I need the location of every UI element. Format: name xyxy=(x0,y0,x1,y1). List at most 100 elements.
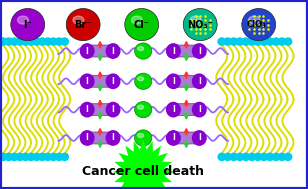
Text: Cancer cell death: Cancer cell death xyxy=(82,166,204,178)
Ellipse shape xyxy=(66,9,100,41)
Ellipse shape xyxy=(135,73,152,89)
Ellipse shape xyxy=(167,131,180,145)
Ellipse shape xyxy=(27,153,35,160)
Ellipse shape xyxy=(272,153,280,160)
Text: I: I xyxy=(86,46,89,56)
Ellipse shape xyxy=(80,44,94,58)
FancyBboxPatch shape xyxy=(170,104,203,116)
Text: I: I xyxy=(172,105,175,114)
Ellipse shape xyxy=(284,38,292,45)
Text: NO₃⁻: NO₃⁻ xyxy=(187,20,213,29)
Ellipse shape xyxy=(138,133,144,138)
Text: I: I xyxy=(111,77,115,86)
Ellipse shape xyxy=(242,9,276,41)
Text: Cl⁻: Cl⁻ xyxy=(134,20,150,29)
Text: I: I xyxy=(111,133,115,143)
Ellipse shape xyxy=(138,105,144,109)
Ellipse shape xyxy=(125,9,159,41)
Ellipse shape xyxy=(132,16,142,24)
Ellipse shape xyxy=(44,38,51,45)
Ellipse shape xyxy=(22,153,29,160)
Ellipse shape xyxy=(38,38,46,45)
Ellipse shape xyxy=(224,153,232,160)
Text: I: I xyxy=(86,77,89,86)
Ellipse shape xyxy=(5,153,12,160)
Ellipse shape xyxy=(44,153,51,160)
Ellipse shape xyxy=(266,153,274,160)
FancyBboxPatch shape xyxy=(83,45,117,57)
FancyBboxPatch shape xyxy=(83,104,117,116)
Ellipse shape xyxy=(61,153,68,160)
Text: I⁻: I⁻ xyxy=(23,20,32,29)
Ellipse shape xyxy=(55,38,63,45)
Ellipse shape xyxy=(260,38,268,45)
Ellipse shape xyxy=(224,38,232,45)
Ellipse shape xyxy=(192,131,206,145)
Ellipse shape xyxy=(218,153,225,160)
Text: Br⁻: Br⁻ xyxy=(75,20,92,29)
Ellipse shape xyxy=(278,38,286,45)
Text: I: I xyxy=(198,77,201,86)
Ellipse shape xyxy=(284,153,292,160)
Text: I: I xyxy=(198,133,201,143)
Ellipse shape xyxy=(33,38,40,45)
Ellipse shape xyxy=(11,9,45,41)
Text: I: I xyxy=(86,105,89,114)
Ellipse shape xyxy=(254,153,261,160)
Ellipse shape xyxy=(16,153,24,160)
Ellipse shape xyxy=(278,153,286,160)
Ellipse shape xyxy=(272,38,280,45)
Ellipse shape xyxy=(260,153,268,160)
Ellipse shape xyxy=(50,153,57,160)
Ellipse shape xyxy=(138,46,144,51)
Ellipse shape xyxy=(218,38,225,45)
FancyBboxPatch shape xyxy=(170,132,203,144)
Ellipse shape xyxy=(22,38,29,45)
Ellipse shape xyxy=(138,77,144,81)
Text: I: I xyxy=(172,46,175,56)
Ellipse shape xyxy=(0,153,7,160)
Ellipse shape xyxy=(242,153,249,160)
Ellipse shape xyxy=(18,16,28,24)
Ellipse shape xyxy=(80,74,94,88)
Ellipse shape xyxy=(248,153,256,160)
Ellipse shape xyxy=(192,102,206,117)
Ellipse shape xyxy=(135,43,152,59)
Ellipse shape xyxy=(135,130,152,146)
Ellipse shape xyxy=(33,153,40,160)
Ellipse shape xyxy=(10,38,18,45)
Ellipse shape xyxy=(10,153,18,160)
Ellipse shape xyxy=(5,38,12,45)
Ellipse shape xyxy=(248,38,256,45)
Ellipse shape xyxy=(55,153,63,160)
FancyBboxPatch shape xyxy=(83,75,117,87)
Ellipse shape xyxy=(230,38,237,45)
Ellipse shape xyxy=(242,38,249,45)
Ellipse shape xyxy=(106,74,120,88)
Ellipse shape xyxy=(230,153,237,160)
Ellipse shape xyxy=(167,44,180,58)
Ellipse shape xyxy=(236,38,244,45)
Ellipse shape xyxy=(106,131,120,145)
Text: I: I xyxy=(111,105,115,114)
Ellipse shape xyxy=(38,153,46,160)
Ellipse shape xyxy=(190,16,201,24)
Ellipse shape xyxy=(192,74,206,88)
FancyBboxPatch shape xyxy=(170,45,203,57)
Ellipse shape xyxy=(135,101,152,118)
Text: I: I xyxy=(172,133,175,143)
Ellipse shape xyxy=(236,153,244,160)
Text: I: I xyxy=(86,133,89,143)
Ellipse shape xyxy=(167,102,180,117)
Ellipse shape xyxy=(16,38,24,45)
Ellipse shape xyxy=(50,38,57,45)
Ellipse shape xyxy=(266,38,274,45)
Ellipse shape xyxy=(80,131,94,145)
Ellipse shape xyxy=(27,38,35,45)
Text: I: I xyxy=(198,105,201,114)
Text: I: I xyxy=(111,46,115,56)
Ellipse shape xyxy=(183,9,217,41)
Ellipse shape xyxy=(192,44,206,58)
Text: I: I xyxy=(172,77,175,86)
Text: ClO₄⁻: ClO₄⁻ xyxy=(247,20,271,29)
